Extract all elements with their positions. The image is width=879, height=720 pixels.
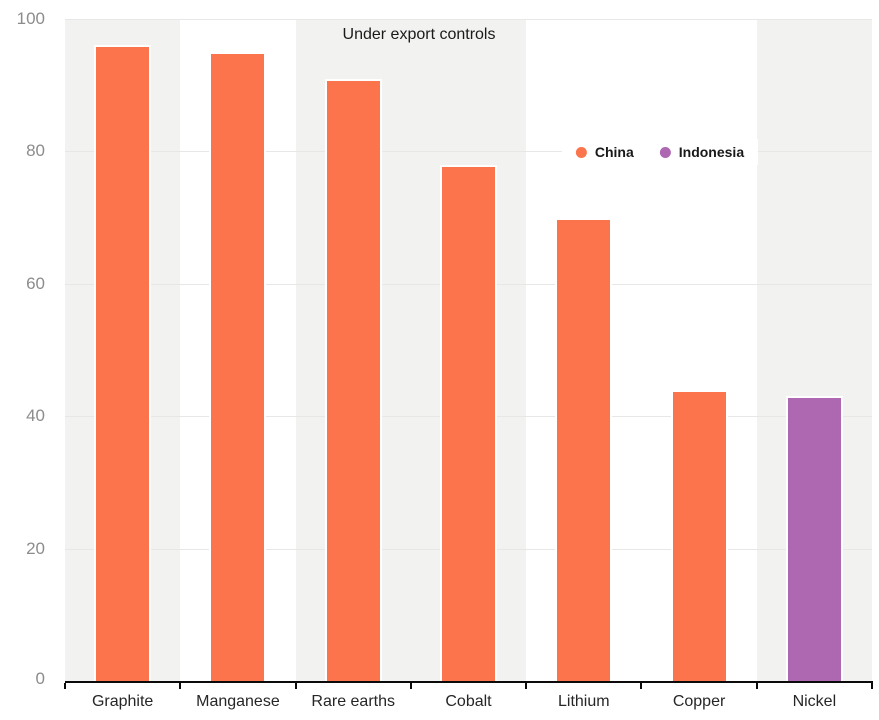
legend: China Indonesia [561, 139, 759, 165]
x-axis-label-rare-earths: Rare earths [311, 693, 395, 710]
x-axis-tick [294, 683, 297, 689]
y-axis-tick-label: 80 [26, 141, 45, 161]
y-axis-tick-label: 0 [35, 669, 45, 688]
legend-item-china[interactable]: China [575, 144, 634, 160]
x-axis-label-manganese: Manganese [196, 693, 280, 710]
legend-dot-indonesia [659, 146, 671, 158]
bar-copper [670, 389, 728, 681]
gridline-80 [65, 151, 872, 153]
legend-dot-china [575, 146, 587, 158]
legend-label-indonesia: Indonesia [678, 144, 745, 160]
x-axis-line [65, 681, 873, 683]
x-axis-label-graphite: Graphite [91, 693, 154, 710]
legend-item-indonesia[interactable]: Indonesia [659, 144, 745, 160]
x-axis-label-nickel: Nickel [792, 693, 837, 710]
y-axis-tick-label: 20 [26, 538, 45, 558]
bar-lithium [555, 217, 613, 681]
bar-manganese [209, 52, 267, 681]
x-axis-tick [179, 683, 182, 689]
gridline-100 [65, 19, 872, 20]
y-axis-tick-label: 40 [26, 406, 45, 426]
bar-cobalt [440, 164, 497, 681]
x-axis-tick [871, 683, 873, 689]
y-axis-tick-label: 60 [26, 273, 45, 293]
x-axis-tick [755, 683, 758, 689]
bar-graphite [94, 45, 152, 681]
x-axis-label-copper: Copper [672, 693, 726, 710]
x-axis-label-lithium: Lithium [557, 693, 610, 710]
legend-label-china: China [594, 144, 634, 160]
x-axis-tick [64, 683, 66, 689]
y-axis-tick-label: 100 [16, 9, 45, 28]
bar-nickel [785, 396, 843, 681]
x-axis-label-cobalt: Cobalt [445, 693, 492, 710]
bar-rare-earths [324, 78, 382, 681]
annotation-under-export-controls: Under export controls [342, 26, 496, 43]
x-axis-tick [640, 683, 643, 689]
x-axis-tick [409, 683, 412, 689]
x-axis-tick [525, 683, 528, 689]
